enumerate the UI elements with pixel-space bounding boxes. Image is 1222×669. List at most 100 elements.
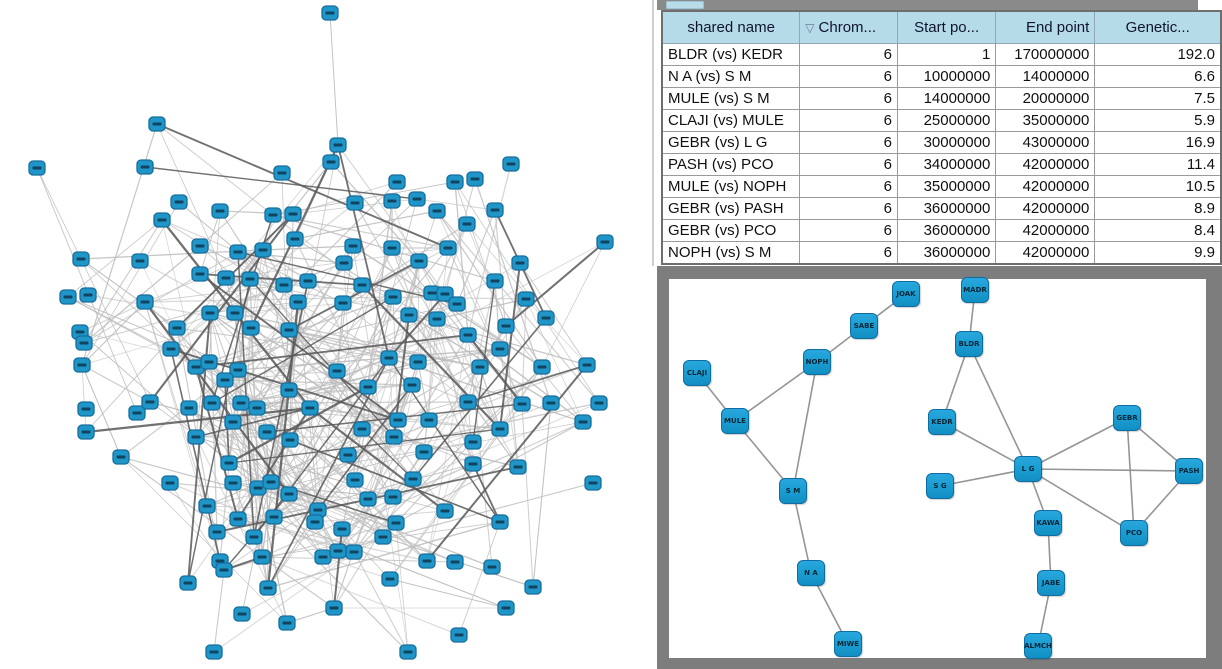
table-cell[interactable]: NOPH (vs) S M [661,241,801,265]
table-cell[interactable]: 35000000 [896,175,997,198]
cluster-edge[interactable] [792,361,818,492]
cluster-node-GEBR[interactable]: GEBR [1113,405,1141,431]
cluster-node-N-A[interactable]: N A [797,560,825,586]
table-cell[interactable]: GEBR (vs) L G [661,131,801,154]
table-cell[interactable]: 10.5 [1094,175,1222,198]
table-cell[interactable]: BLDR (vs) KEDR [661,43,801,66]
table-row[interactable]: GEBR (vs) L G 6 30000000 43000000 16.9 [661,131,1222,154]
cluster-edge[interactable] [1027,468,1135,534]
table-cell[interactable]: 42000000 [995,153,1096,176]
table-cell[interactable]: 36000000 [896,241,997,265]
table-cell[interactable]: 6 [799,109,898,132]
cluster-node-CLAJI[interactable]: CLAJI [683,360,711,386]
table-cell[interactable]: 6 [799,241,898,265]
cluster-node-JOAK[interactable]: JOAK [892,281,920,307]
cluster-node-PASH[interactable]: PASH [1175,458,1203,484]
table-cell[interactable]: 43000000 [995,131,1096,154]
table-cell[interactable]: 6.6 [1094,65,1222,88]
column-header-5[interactable]: Genetic... [1094,10,1222,44]
table-cell[interactable]: 10000000 [896,65,997,88]
table-cell[interactable]: 42000000 [995,175,1096,198]
cluster-node-S-G[interactable]: S G [926,473,954,499]
column-header-3[interactable]: Start po... [896,10,997,44]
table-cell[interactable]: 6 [799,219,898,242]
table-cell[interactable]: 6 [799,87,898,110]
table-cell[interactable]: 20000000 [995,87,1096,110]
cluster-node-PCO[interactable]: PCO [1120,520,1148,546]
cluster-edge[interactable] [939,468,1029,487]
table-cell[interactable]: CLAJI (vs) MULE [661,109,801,132]
table-cell[interactable]: 170000000 [995,43,1096,66]
table-cell[interactable]: 16.9 [1094,131,1222,154]
table-row[interactable]: GEBR (vs) PASH 6 36000000 42000000 8.9 [661,197,1222,220]
table-cell[interactable]: 6 [799,175,898,198]
table-cell[interactable]: 34000000 [896,153,997,176]
cluster-edge[interactable] [941,421,1029,470]
table-cell[interactable]: 6 [799,43,898,66]
cluster-node-MULE[interactable]: MULE [721,408,749,434]
cluster-node-BLDR[interactable]: BLDR [955,331,983,357]
cluster-edge[interactable] [792,490,812,574]
cluster-node-ALMCH[interactable]: ALMCH [1024,633,1052,659]
table-row[interactable]: N A (vs) S M 6 10000000 14000000 6.6 [661,65,1222,88]
cluster-node-S-M[interactable]: S M [779,478,807,504]
cluster-node-JABE[interactable]: JABE [1037,570,1065,596]
table-cell[interactable]: 42000000 [995,197,1096,220]
table-cell[interactable]: 42000000 [995,241,1096,265]
table-cell[interactable]: MULE (vs) NOPH [661,175,801,198]
table-cell[interactable]: MULE (vs) S M [661,87,801,110]
filter-funnel-icon[interactable]: ▽ [805,21,815,35]
cluster-node-KAWA[interactable]: KAWA [1034,510,1062,536]
column-header-1[interactable]: shared name [661,10,801,44]
cluster-edge[interactable] [1126,417,1135,534]
table-row[interactable]: NOPH (vs) S M 6 36000000 42000000 9.9 [661,241,1222,265]
filtered-network-panel[interactable]: JOAK SABE NOPH CLAJI MULE S M N A MIWE MADR BLDR K… [657,266,1222,669]
table-horizontal-scrollbar[interactable] [657,0,1215,10]
cluster-network-canvas[interactable] [669,279,1206,658]
table-cell[interactable]: 6 [799,153,898,176]
cluster-edge[interactable] [968,343,1029,470]
table-cell[interactable]: 6 [799,197,898,220]
table-row[interactable]: BLDR (vs) KEDR 6 1 170000000 192.0 [661,43,1222,66]
cluster-node-MADR[interactable]: MADR [961,277,989,303]
cluster-node-SABE[interactable]: SABE [850,313,878,339]
table-cell[interactable]: 14000000 [995,65,1096,88]
table-cell[interactable]: 8.4 [1094,219,1222,242]
table-cell[interactable]: 9.9 [1094,241,1222,265]
table-cell[interactable]: 14000000 [896,87,997,110]
table-cell[interactable]: 25000000 [896,109,997,132]
cluster-node-KEDR[interactable]: KEDR [928,409,956,435]
table-cell[interactable]: PASH (vs) PCO [661,153,801,176]
cluster-node-MIWE[interactable]: MIWE [834,631,862,657]
table-cell[interactable]: 192.0 [1094,43,1222,66]
cluster-node-NOPH[interactable]: NOPH [803,349,831,375]
cluster-node-L-G[interactable]: L G [1014,456,1042,482]
table-cell[interactable]: 1 [896,43,997,66]
table-row[interactable]: MULE (vs) S M 6 14000000 20000000 7.5 [661,87,1222,110]
cluster-edge[interactable] [1027,468,1190,472]
table-cell[interactable]: 30000000 [896,131,997,154]
overview-network-canvas[interactable] [0,0,655,669]
table-row[interactable]: MULE (vs) NOPH 6 35000000 42000000 10.5 [661,175,1222,198]
table-cell[interactable]: 11.4 [1094,153,1222,176]
table-cell[interactable]: 42000000 [995,219,1096,242]
network-overview-panel[interactable] [0,0,655,669]
table-row[interactable]: GEBR (vs) PCO 6 36000000 42000000 8.4 [661,219,1222,242]
table-cell[interactable]: 7.5 [1094,87,1222,110]
table-row[interactable]: CLAJI (vs) MULE 6 25000000 35000000 5.9 [661,109,1222,132]
table-row[interactable]: PASH (vs) PCO 6 34000000 42000000 11.4 [661,153,1222,176]
table-cell[interactable]: 8.9 [1094,197,1222,220]
column-header-4[interactable]: End point [995,10,1096,44]
cluster-edge[interactable] [1027,417,1128,470]
table-cell[interactable]: 35000000 [995,109,1096,132]
table-cell[interactable]: GEBR (vs) PASH [661,197,801,220]
scrollbar-thumb[interactable] [666,1,704,9]
table-cell[interactable]: 6 [799,65,898,88]
table-cell[interactable]: N A (vs) S M [661,65,801,88]
table-cell[interactable]: 36000000 [896,219,997,242]
edge-attribute-table[interactable]: shared name ▽ Chrom... Start po... End point… [661,10,1222,265]
column-header-2[interactable]: ▽ Chrom... [799,10,898,44]
table-cell[interactable]: 6 [799,131,898,154]
table-cell[interactable]: GEBR (vs) PCO [661,219,801,242]
table-cell[interactable]: 5.9 [1094,109,1222,132]
